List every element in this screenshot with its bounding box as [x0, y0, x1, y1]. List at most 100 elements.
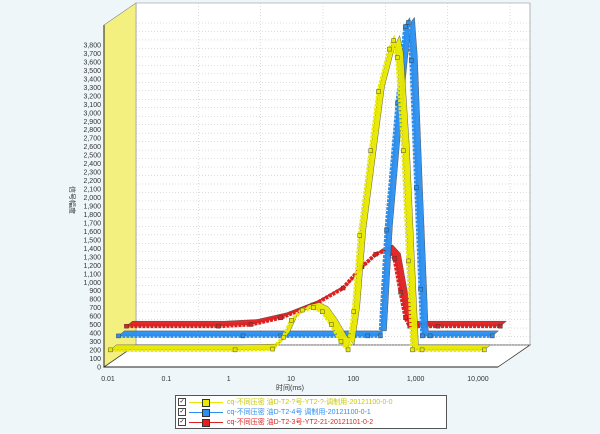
data-point — [240, 333, 246, 339]
x-tick-label: 100 — [347, 376, 359, 383]
legend-item[interactable]: ✓ cq-不同压密 油D-T2-4号 调制用-20121100-0-1 — [176, 407, 446, 417]
y-tick-label: 3,800 — [83, 43, 101, 50]
y-tick-label: 2,100 — [83, 187, 101, 194]
y-tick-label: 1,200 — [83, 263, 101, 270]
x-tick-label: 1,000 — [407, 376, 425, 383]
checkbox[interactable]: ✓ — [178, 408, 186, 416]
y-tick-label: 1,300 — [83, 254, 101, 261]
data-point — [403, 24, 408, 29]
y-tick-label: 700 — [89, 305, 101, 312]
y-tick-label: 2,000 — [83, 195, 101, 202]
x-tick-label: 0.1 — [161, 376, 171, 383]
data-point — [376, 89, 381, 94]
data-point — [216, 323, 221, 329]
data-point — [395, 55, 400, 60]
y-tick-label: 2,500 — [83, 153, 101, 160]
side-wall — [103, 2, 137, 368]
legend: ✓ cq-不同压密 油D-T2-?号-YT2-?-调制用-20121100-0-0… — [175, 395, 447, 429]
data-point — [368, 148, 373, 153]
y-tick-label: 3,200 — [83, 93, 101, 100]
y-tick-label: 1,400 — [83, 246, 101, 253]
y-tick-label: 3,400 — [83, 76, 101, 83]
data-point — [270, 346, 275, 352]
y-tick-label: 100 — [89, 356, 101, 363]
data-point — [289, 318, 294, 323]
y-tick-label: 2,900 — [83, 119, 101, 126]
y-tick-label: 3,000 — [83, 110, 101, 117]
data-point — [409, 58, 414, 63]
data-point — [311, 305, 316, 310]
y-tick-label: 300 — [89, 339, 101, 346]
data-point — [392, 256, 397, 261]
y-tick-label: 3,300 — [83, 85, 101, 92]
legend-swatch — [189, 398, 223, 407]
data-point — [373, 251, 378, 257]
data-point — [391, 38, 396, 43]
x-tick-label: 10 — [287, 376, 295, 383]
data-point — [482, 347, 487, 353]
data-point — [420, 333, 425, 339]
data-point — [398, 290, 403, 295]
series-ribbon — [109, 34, 491, 351]
data-point — [414, 185, 419, 190]
data-point — [248, 322, 254, 327]
y-tick-label: 3,700 — [83, 51, 101, 58]
y-tick-label: 2,400 — [83, 161, 101, 168]
data-point — [124, 323, 129, 329]
y-tick-label: 3,600 — [83, 59, 101, 66]
data-point — [419, 347, 425, 353]
y-tick-label: 2,800 — [83, 127, 101, 134]
data-point — [490, 333, 495, 339]
checkbox[interactable]: ✓ — [178, 418, 186, 426]
series-line — [126, 247, 501, 329]
y-tick-label: 900 — [89, 288, 101, 295]
legend-label: cq-不同压密 油D-T2-3号-YT2-21-20121101-0-2 — [227, 419, 374, 426]
legend-item[interactable]: ✓ cq-不同压密 油D-T2-?号-YT2-?-调制用-20121100-0-0 — [176, 397, 446, 407]
legend-item[interactable]: ✓ cq-不同压密 油D-T2-3号-YT2-21-20121101-0-2 — [176, 417, 446, 427]
data-point — [406, 20, 411, 25]
data-point — [340, 285, 346, 291]
data-point — [427, 333, 433, 339]
data-point — [338, 339, 344, 344]
y-tick-label: 2,700 — [83, 136, 101, 143]
y-tick-label: 200 — [89, 348, 101, 355]
y-tick-label: 2,300 — [83, 170, 101, 177]
legend-label: cq-不同压密 油D-T2-4号 调制用-20121100-0-1 — [227, 409, 371, 416]
y-tick-label: 1,700 — [83, 220, 101, 227]
data-point — [401, 148, 406, 153]
data-point — [410, 347, 415, 353]
legend-swatch — [189, 418, 223, 427]
y-tick-label: 600 — [89, 314, 101, 321]
data-point — [300, 307, 305, 313]
data-point — [278, 315, 284, 320]
y-tick-label: 400 — [89, 331, 101, 338]
legend-swatch — [189, 408, 223, 417]
y-tick-label: 3,500 — [83, 68, 101, 75]
y-tick-label: 1,100 — [83, 271, 101, 278]
y-tick-label: 0 — [97, 365, 101, 372]
data-point — [351, 309, 356, 314]
x-axis-label: 时间(ms) — [276, 383, 304, 392]
data-point — [387, 46, 392, 52]
data-point — [365, 333, 370, 339]
data-point — [378, 333, 383, 339]
y-tick-label: 3,100 — [83, 102, 101, 109]
legend-label: cq-不同压密 油D-T2-?号-YT2-?-调制用-20121100-0-0 — [227, 399, 393, 406]
data-point — [384, 227, 389, 233]
y-tick-label: 1,500 — [83, 237, 101, 244]
x-tick-label: 0.01 — [101, 376, 115, 383]
data-point — [329, 322, 334, 327]
y-tick-label: 800 — [89, 297, 101, 304]
data-point — [498, 323, 503, 329]
x-tick-label: 10,000 — [467, 376, 489, 383]
y-tick-label: 2,200 — [83, 178, 101, 185]
data-point — [435, 323, 441, 329]
y-tick-label: 1,000 — [83, 280, 101, 287]
data-point — [403, 315, 408, 320]
y-tick-label: 2,600 — [83, 144, 101, 151]
data-point — [320, 309, 325, 314]
checkbox[interactable]: ✓ — [178, 398, 186, 406]
x-tick-label: 1 — [227, 376, 231, 383]
data-point — [418, 287, 423, 292]
